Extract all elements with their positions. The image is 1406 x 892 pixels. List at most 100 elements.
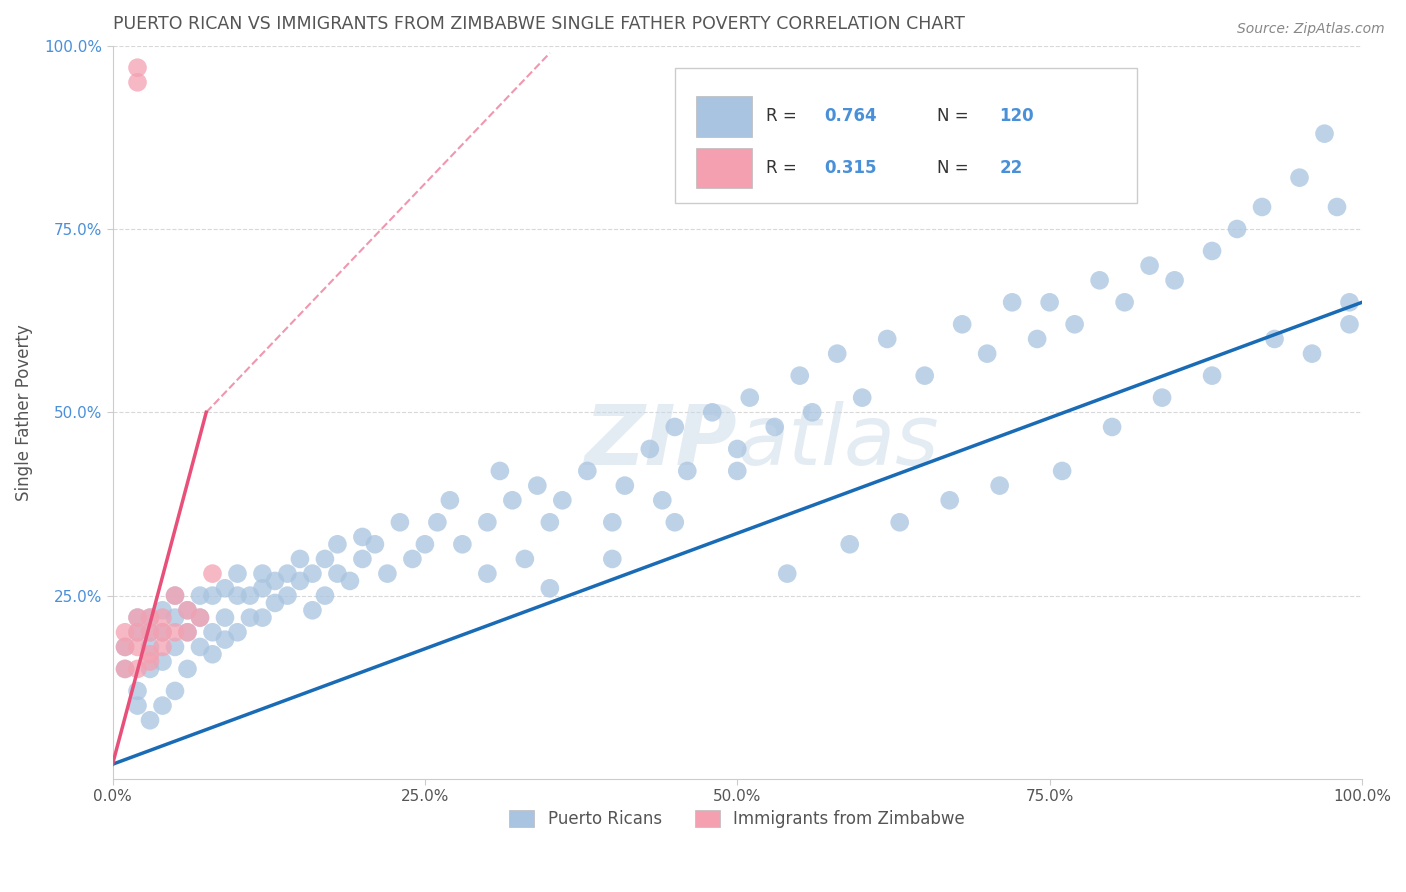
Text: ZIP: ZIP (585, 401, 737, 482)
Text: N =: N = (938, 107, 974, 125)
Point (176, 603, 198, 617)
Point (1326, 200, 1348, 214)
Text: atlas: atlas (737, 401, 939, 482)
Point (1063, 318, 1085, 332)
Point (152, 610, 174, 624)
Point (152, 698, 174, 713)
Point (301, 603, 323, 617)
Point (163, 610, 186, 624)
Point (352, 530, 374, 544)
Point (139, 625, 162, 640)
Point (163, 589, 186, 603)
Point (127, 662, 149, 676)
Point (252, 566, 274, 581)
Point (276, 566, 298, 581)
Point (702, 405, 724, 419)
Point (801, 405, 824, 419)
Point (188, 640, 211, 654)
Point (314, 552, 336, 566)
Legend: Puerto Ricans, Immigrants from Zimbabwe: Puerto Ricans, Immigrants from Zimbabwe (501, 802, 973, 837)
Point (176, 603, 198, 617)
Point (252, 610, 274, 624)
Point (188, 589, 211, 603)
Point (738, 391, 761, 405)
Point (326, 537, 349, 551)
Point (513, 552, 536, 566)
Point (1301, 346, 1323, 360)
Point (139, 640, 162, 654)
Point (214, 610, 236, 624)
Point (526, 478, 548, 492)
Point (789, 368, 811, 383)
Point (364, 537, 387, 551)
Point (226, 625, 249, 640)
Text: 0.315: 0.315 (825, 159, 877, 177)
Point (139, 662, 162, 676)
Point (114, 662, 136, 676)
Point (152, 625, 174, 640)
Point (976, 346, 998, 360)
Point (127, 640, 149, 654)
Point (1201, 244, 1223, 258)
Point (950, 318, 973, 332)
Point (139, 713, 162, 727)
Text: R =: R = (766, 107, 801, 125)
Point (838, 537, 860, 551)
Point (114, 625, 136, 640)
Point (127, 75, 149, 89)
Text: Source: ZipAtlas.com: Source: ZipAtlas.com (1237, 22, 1385, 37)
Point (176, 662, 198, 676)
Point (352, 552, 374, 566)
Point (613, 478, 636, 492)
Point (401, 552, 423, 566)
Point (1039, 295, 1062, 310)
Point (264, 574, 287, 588)
Point (501, 493, 523, 508)
Point (1339, 318, 1361, 332)
Point (664, 516, 686, 530)
Point (201, 647, 224, 661)
Point (139, 610, 162, 624)
Point (889, 516, 911, 530)
Point (127, 61, 149, 75)
Point (602, 516, 624, 530)
Point (538, 581, 561, 595)
Text: PUERTO RICAN VS IMMIGRANTS FROM ZIMBABWE SINGLE FATHER POVERTY CORRELATION CHART: PUERTO RICAN VS IMMIGRANTS FROM ZIMBABWE… (112, 15, 965, 33)
Point (938, 493, 960, 508)
Point (876, 332, 898, 346)
Point (127, 610, 149, 624)
Point (1050, 464, 1073, 478)
Point (651, 493, 673, 508)
Point (1026, 332, 1049, 346)
Point (127, 684, 149, 698)
Point (152, 655, 174, 669)
Point (176, 625, 198, 640)
Point (127, 625, 149, 640)
Point (163, 640, 186, 654)
Point (239, 610, 262, 624)
Point (163, 589, 186, 603)
Text: R =: R = (766, 159, 801, 177)
Point (252, 581, 274, 595)
Point (1313, 127, 1336, 141)
Point (1201, 368, 1223, 383)
Point (226, 566, 249, 581)
Point (288, 574, 311, 588)
Point (139, 610, 162, 624)
Point (388, 516, 411, 530)
Point (114, 640, 136, 654)
Point (1163, 273, 1185, 287)
Point (176, 625, 198, 640)
Point (214, 581, 236, 595)
Point (776, 566, 799, 581)
Point (152, 640, 174, 654)
Point (426, 516, 449, 530)
Point (763, 420, 786, 434)
Point (201, 566, 224, 581)
Point (538, 516, 561, 530)
Point (127, 610, 149, 624)
Point (1251, 200, 1274, 214)
Point (1101, 420, 1123, 434)
Point (288, 552, 311, 566)
Point (1152, 391, 1174, 405)
